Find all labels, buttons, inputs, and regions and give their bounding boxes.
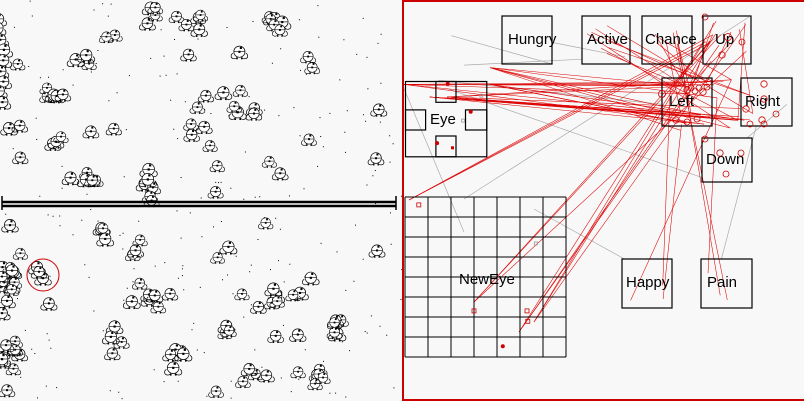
svg-text:Up: Up — [715, 31, 734, 48]
svg-text:Hungry: Hungry — [508, 31, 557, 48]
svg-text:NewEye: NewEye — [459, 271, 515, 288]
svg-text:Active: Active — [587, 31, 628, 48]
svg-text:Down: Down — [706, 151, 744, 168]
svg-text:Right: Right — [745, 93, 781, 110]
svg-text:Left: Left — [669, 93, 695, 110]
svg-text:Chance: Chance — [645, 31, 697, 48]
svg-text:Eye: Eye — [430, 111, 456, 128]
svg-text:Pain: Pain — [707, 274, 737, 291]
svg-text:Happy: Happy — [626, 274, 670, 291]
